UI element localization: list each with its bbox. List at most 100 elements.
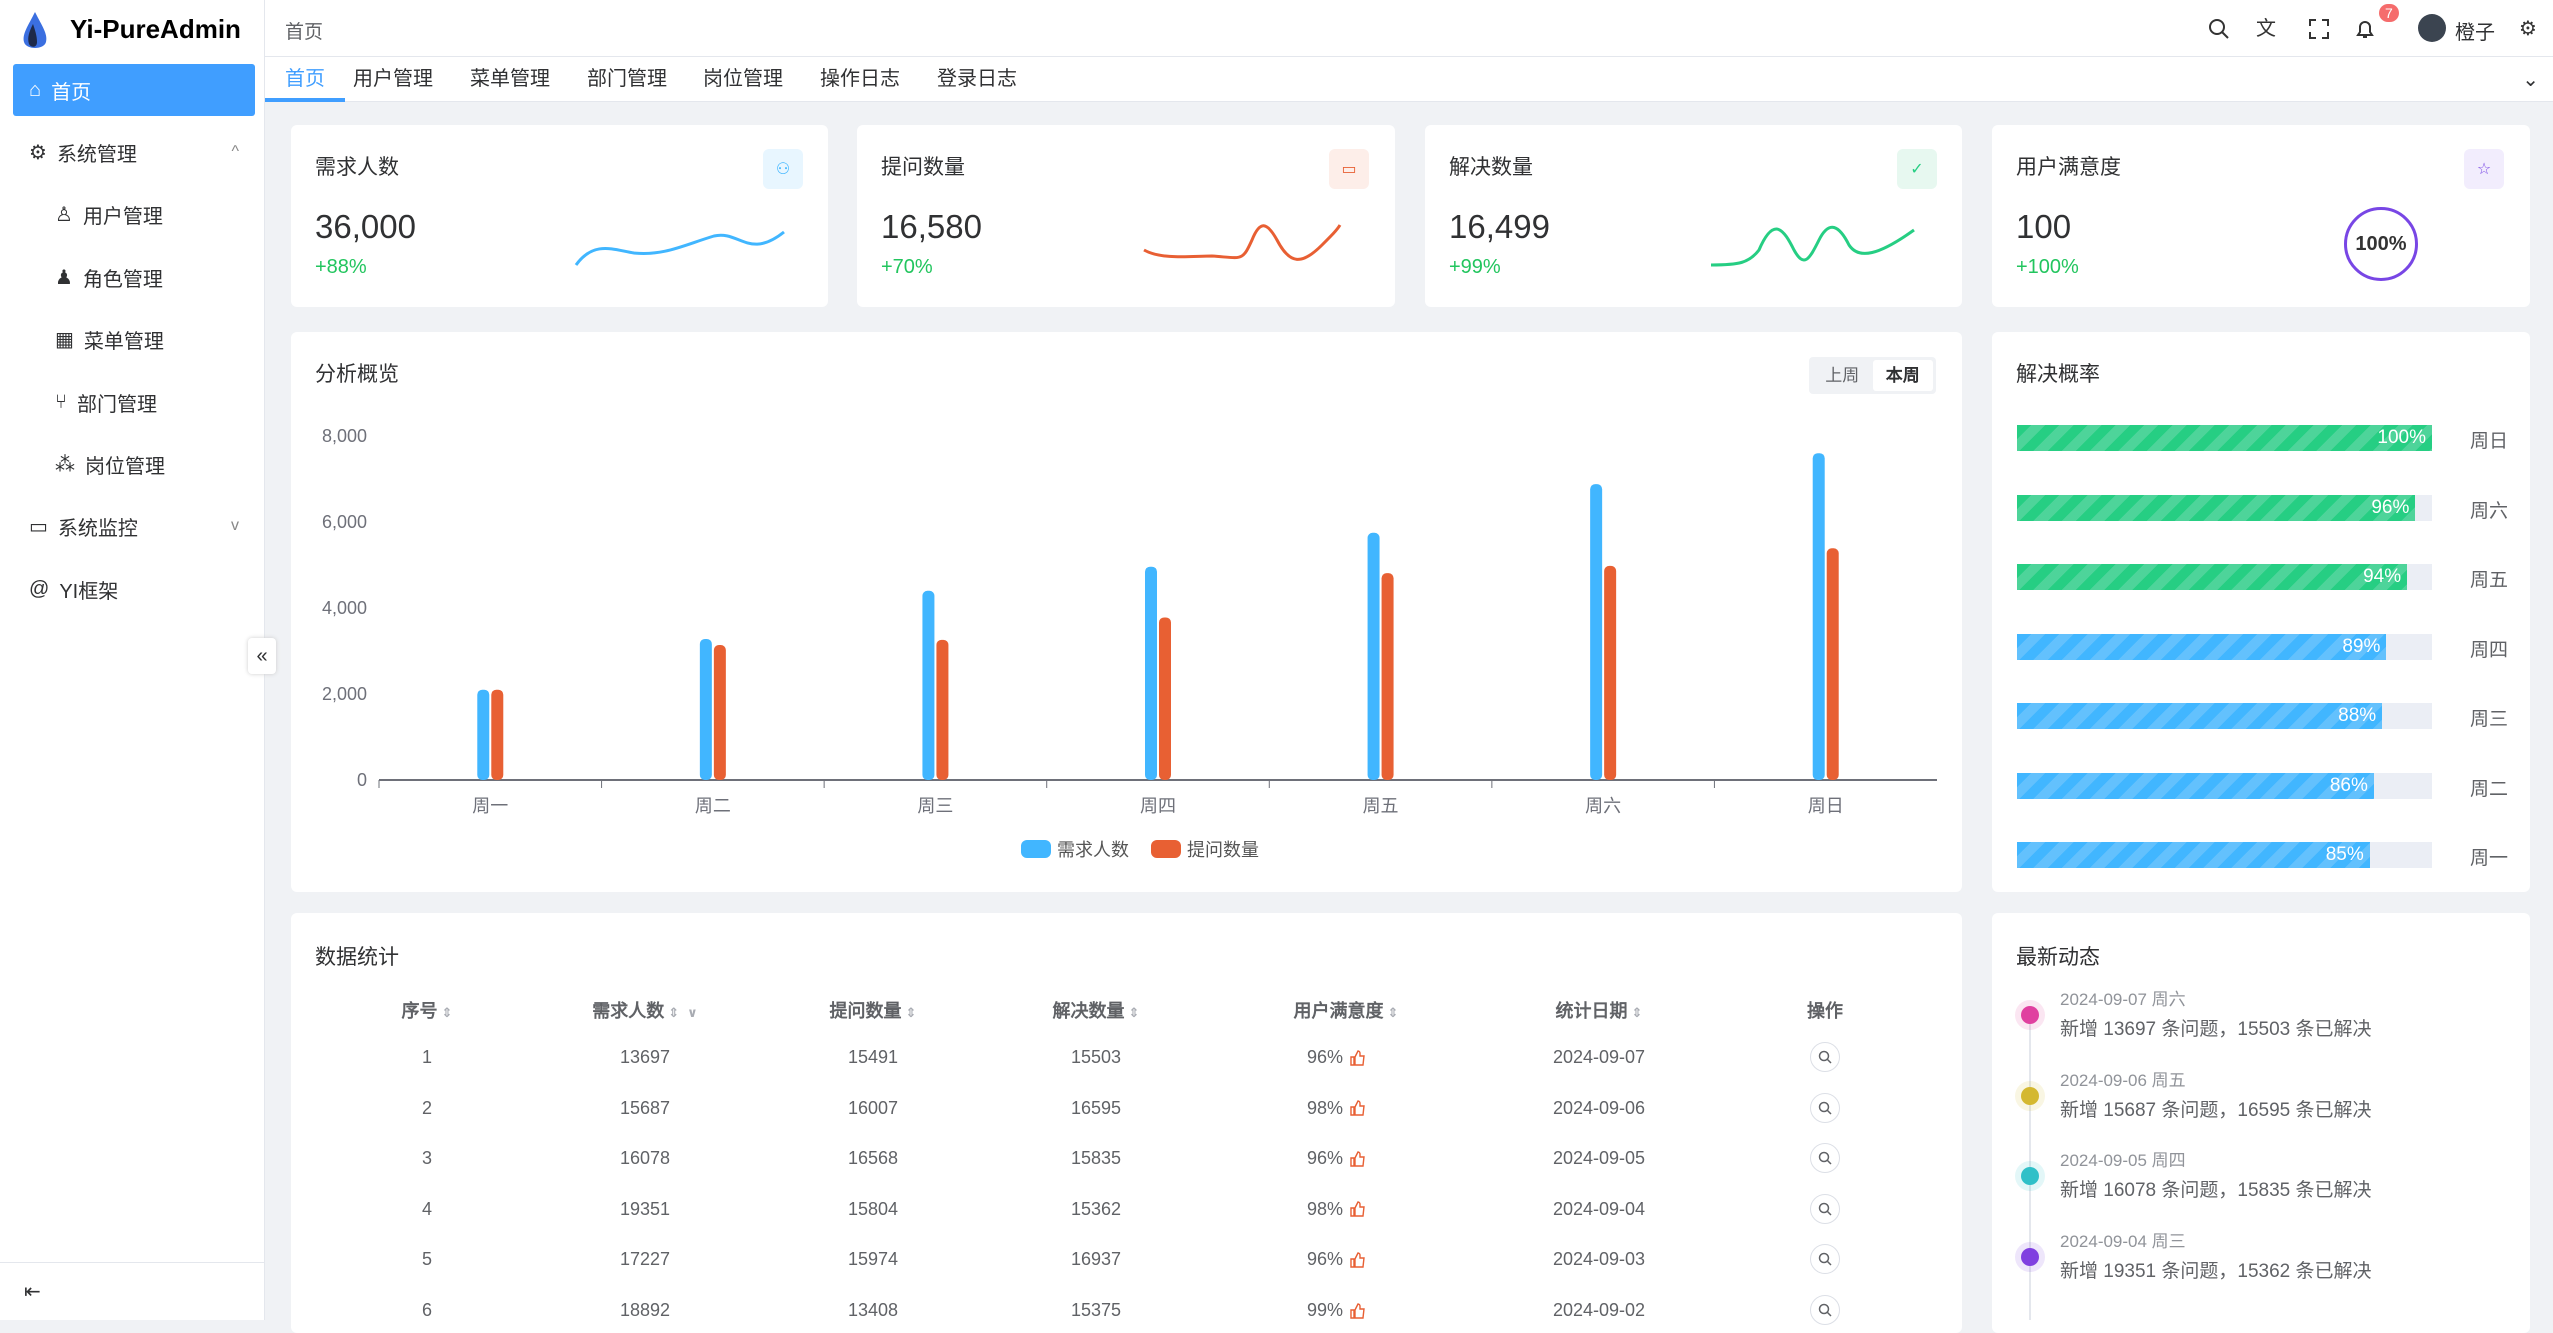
legend-swatch[interactable] bbox=[1021, 840, 1051, 858]
sidebar-item-system[interactable]: ⚙ 系统管理 ^ bbox=[29, 141, 239, 166]
sidebar-item-monitor[interactable]: ▭ 系统监控 v bbox=[29, 515, 239, 540]
sidebar-item-menus[interactable]: ▦ 菜单管理 bbox=[55, 328, 164, 353]
sort-icon[interactable]: ⇕ bbox=[1631, 1005, 1643, 1020]
bar-demand[interactable] bbox=[922, 590, 935, 780]
table-cell: 15491 bbox=[848, 1047, 898, 1068]
sort-icon[interactable]: ⇕ bbox=[441, 1005, 453, 1020]
sort-icon[interactable]: ⇕ bbox=[1128, 1005, 1140, 1020]
collapse-sidebar-button[interactable]: ⇤ bbox=[0, 1262, 264, 1320]
cell-value: 96% bbox=[1306, 1249, 1344, 1270]
bell-icon[interactable] bbox=[2353, 17, 2377, 41]
progress-fill: 89% bbox=[2017, 633, 2387, 660]
cell-value: 2024-09-06 bbox=[1552, 1097, 1646, 1118]
tab-menus[interactable]: 菜单管理 bbox=[470, 68, 550, 90]
y-tick-label: 6,000 bbox=[322, 512, 367, 532]
tab-posts[interactable]: 岗位管理 bbox=[703, 68, 783, 90]
cell-value: 3 bbox=[421, 1148, 433, 1169]
sort-icon[interactable]: ⇕ bbox=[1387, 1005, 1399, 1020]
table-cell: 1 bbox=[422, 1047, 432, 1068]
column-header[interactable]: 需求人数 ⇕ ∨ bbox=[592, 997, 697, 1023]
bar-questions[interactable] bbox=[491, 689, 504, 780]
view-button[interactable] bbox=[1810, 1092, 1840, 1123]
search-icon[interactable] bbox=[2207, 17, 2231, 41]
column-header[interactable]: 用户满意度 ⇕ bbox=[1294, 997, 1399, 1023]
tab-operation-log[interactable]: 操作日志 bbox=[820, 68, 900, 90]
cell-value: 15503 bbox=[1070, 1047, 1122, 1067]
tab-users[interactable]: 用户管理 bbox=[353, 68, 433, 90]
table-cell: 15375 bbox=[1071, 1300, 1121, 1321]
progress-fill: 85% bbox=[2017, 842, 2370, 868]
legend-label[interactable]: 提问数量 bbox=[1187, 840, 1259, 860]
stat-change: +88% bbox=[315, 256, 367, 278]
bar-questions[interactable] bbox=[713, 644, 726, 780]
column-header[interactable]: 解决数量 ⇕ bbox=[1053, 997, 1140, 1023]
bar-demand[interactable] bbox=[1590, 484, 1603, 780]
view-button[interactable] bbox=[1810, 1193, 1840, 1224]
bar-questions[interactable] bbox=[1826, 548, 1839, 780]
legend-swatch[interactable] bbox=[1151, 840, 1181, 858]
bar-questions[interactable] bbox=[1159, 617, 1171, 780]
bar-questions[interactable] bbox=[1604, 565, 1617, 780]
avatar[interactable] bbox=[2418, 14, 2446, 42]
breadcrumb[interactable]: 首页 bbox=[285, 22, 324, 43]
sidebar-item-users[interactable]: ♙ 用户管理 bbox=[55, 203, 163, 228]
collapse-toggle-button[interactable]: « bbox=[248, 638, 276, 674]
sidebar-item-posts[interactable]: ⁂ 岗位管理 bbox=[55, 453, 165, 478]
stat-title: 用户满意度 bbox=[2016, 156, 2121, 179]
cell-value: 1 bbox=[421, 1047, 433, 1067]
translate-icon[interactable]: 文 bbox=[2256, 18, 2276, 40]
legend-label[interactable]: 需求人数 bbox=[1057, 840, 1129, 860]
search-icon bbox=[1818, 1253, 1832, 1266]
sidebar-item-roles[interactable]: ♟ 角色管理 bbox=[55, 266, 163, 291]
cell-value: 2024-09-03 bbox=[1552, 1249, 1646, 1270]
toggle-last-week[interactable]: 上周 bbox=[1825, 366, 1860, 385]
stat-card-questions: 提问数量 ▭ 16,580 +70% bbox=[857, 125, 1395, 307]
column-header[interactable]: 序号 ⇕ bbox=[402, 997, 453, 1023]
tab-home[interactable]: 首页 bbox=[265, 57, 345, 102]
chevron-down-icon[interactable]: ⌄ bbox=[2522, 69, 2539, 91]
bar-questions[interactable] bbox=[936, 639, 949, 780]
view-button[interactable] bbox=[1810, 1295, 1840, 1325]
bar-demand[interactable] bbox=[1812, 453, 1825, 780]
toggle-this-week[interactable]: 本周 bbox=[1872, 360, 1933, 391]
x-tick-label: 周五 bbox=[1363, 796, 1399, 816]
settings-gear-icon[interactable]: ⚙ bbox=[2519, 18, 2537, 40]
progress-bar: 89% bbox=[2017, 633, 2432, 660]
cell-value: 6 bbox=[421, 1300, 433, 1320]
column-header[interactable]: 提问数量 ⇕ bbox=[830, 997, 917, 1023]
sort-icon[interactable]: ⇕ bbox=[668, 1005, 680, 1020]
tab-login-log[interactable]: 登录日志 bbox=[937, 68, 1017, 90]
timeline-text: 新增 16078 条问题，15835 条已解决 bbox=[2060, 1180, 2372, 1201]
message-check-icon: ✓ bbox=[1897, 149, 1937, 189]
bar-demand[interactable] bbox=[1367, 532, 1380, 780]
view-button[interactable] bbox=[1810, 1143, 1840, 1174]
bar-questions[interactable] bbox=[1381, 573, 1394, 780]
bar-demand[interactable] bbox=[699, 638, 712, 780]
table-cell: 4 bbox=[422, 1199, 432, 1220]
fullscreen-icon[interactable] bbox=[2307, 17, 2331, 41]
bar-demand[interactable] bbox=[477, 689, 490, 780]
bar-demand[interactable] bbox=[1145, 566, 1157, 780]
thumbs-up-icon bbox=[1350, 1100, 1365, 1116]
table-cell: 16007 bbox=[848, 1098, 898, 1119]
tab-depts[interactable]: 部门管理 bbox=[587, 68, 667, 90]
column-header-label: 序号 bbox=[401, 1001, 438, 1021]
notification-badge: 7 bbox=[2379, 4, 2399, 22]
sidebar-item-depts[interactable]: ⑂ 部门管理 bbox=[55, 390, 157, 416]
table-cell: 15804 bbox=[848, 1199, 898, 1220]
branch-icon: ⑂ bbox=[55, 390, 67, 413]
filter-chevron-icon[interactable]: ∨ bbox=[687, 1005, 698, 1020]
sidebar-item-yi-framework[interactable]: @ YI框架 bbox=[29, 577, 119, 603]
view-button[interactable] bbox=[1810, 1244, 1840, 1275]
progress-bar: 86% bbox=[2017, 772, 2432, 799]
sidebar-item-home[interactable]: ⌂ 首页 bbox=[13, 64, 255, 116]
view-button[interactable] bbox=[1810, 1042, 1840, 1072]
column-header[interactable]: 统计日期 ⇕ bbox=[1556, 997, 1643, 1023]
stat-title: 需求人数 bbox=[315, 156, 399, 179]
x-tick-label: 周一 bbox=[472, 796, 508, 816]
cell-value: 96% bbox=[1306, 1148, 1344, 1169]
cell-value: 16078 bbox=[619, 1148, 671, 1169]
sort-icon[interactable]: ⇕ bbox=[905, 1005, 917, 1020]
timeline-text: 新增 19351 条问题，15362 条已解决 bbox=[2060, 1260, 2372, 1282]
user-name[interactable]: 橙子 bbox=[2455, 22, 2495, 44]
